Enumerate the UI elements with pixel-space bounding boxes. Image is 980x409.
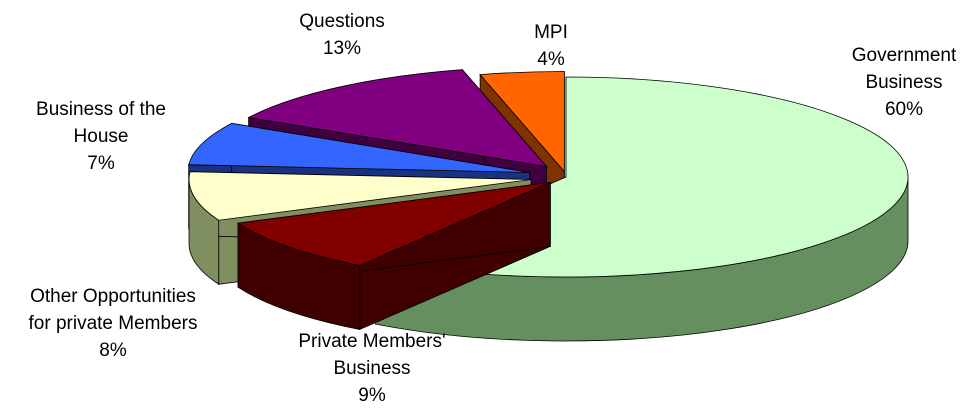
slice-label-3-name-line-1: House: [73, 126, 129, 147]
slice-label-3-value: 7%: [87, 153, 115, 174]
slice-label-5: MPI 4%: [534, 19, 568, 73]
pie-slice-3-top: [188, 122, 530, 173]
slice-label-4-value: 13%: [322, 38, 362, 59]
slice-label-5-name-line-0: MPI: [534, 22, 568, 43]
slice-label-1-name-line-0: Private Members': [298, 331, 446, 352]
slice-label-1-name-line-1: Business: [333, 358, 411, 379]
slice-label-3: Business of the House 7%: [36, 96, 166, 177]
slice-label-2: Other Opportunities for private Members 8%: [29, 283, 198, 364]
slice-label-2-name-line-0: Other Opportunities: [30, 286, 196, 307]
slice-label-0-name-line-0: Government: [851, 45, 957, 66]
slice-label-1: Private Members' Business 9%: [298, 328, 445, 409]
pie-slice-1: [236, 181, 551, 331]
slice-label-4: Questions 13%: [299, 8, 385, 62]
slice-label-3-name-line-0: Business of the: [36, 99, 166, 120]
slice-label-5-value: 4%: [537, 49, 565, 70]
pie-slice-5-top: [479, 71, 565, 173]
slice-label-2-name-line-1: for private Members: [28, 313, 198, 334]
pie-slice-2-top: [188, 171, 532, 221]
slice-label-0-name-line-1: Business: [865, 72, 943, 93]
slice-label-0-value: 60%: [884, 99, 924, 120]
slice-label-1-value: 9%: [358, 385, 386, 406]
pie-slice-1-top: [236, 182, 551, 266]
slice-label-4-name-line-0: Questions: [299, 11, 385, 32]
slice-label-0: Government Business 60%: [852, 42, 957, 123]
slice-label-2-value: 8%: [99, 340, 127, 361]
pie-slice-4-top: [247, 69, 548, 168]
